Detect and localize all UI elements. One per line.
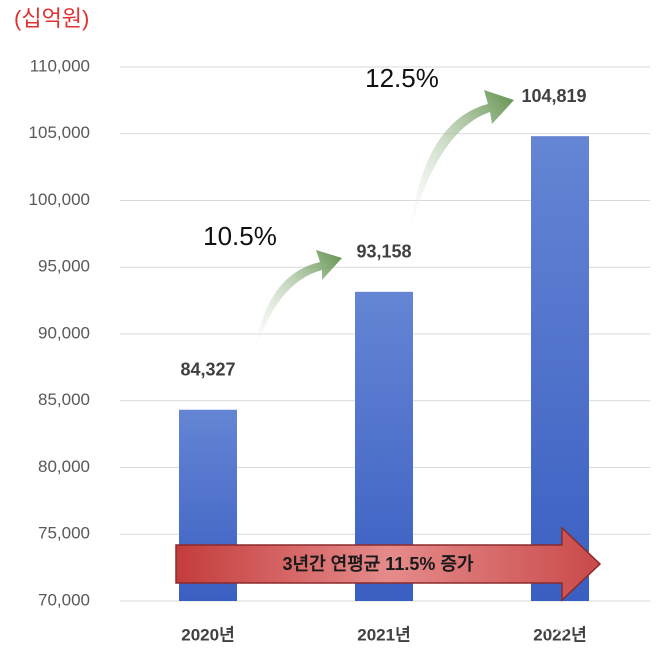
y-tick-label: 75,000	[38, 524, 90, 543]
y-tick-label: 90,000	[38, 323, 90, 342]
x-tick-label: 2021년	[357, 625, 410, 644]
x-tick-label: 2022년	[533, 625, 586, 644]
y-tick-label: 80,000	[38, 457, 90, 476]
growth-arrow	[255, 250, 342, 352]
annotation: 12.5%	[365, 63, 439, 93]
data-label: 93,158	[356, 242, 411, 262]
summary-arrow	[175, 526, 602, 602]
bar	[531, 136, 589, 601]
y-tick-label: 85,000	[38, 390, 90, 409]
x-tick-label: 2020년	[181, 625, 234, 644]
y-tick-label: 70,000	[38, 590, 90, 609]
y-tick-label: 105,000	[29, 123, 90, 142]
data-label: 84,327	[180, 359, 235, 379]
watermark: OTOTV	[519, 610, 601, 637]
y-tick-label: 100,000	[29, 190, 90, 209]
chart-title: (십억원)	[14, 6, 89, 31]
annotation: 10.5%	[203, 221, 277, 251]
y-tick-label: 95,000	[38, 257, 90, 276]
y-tick-label: 110,000	[30, 56, 90, 75]
growth-arrow	[410, 90, 514, 232]
growth-arrows	[255, 90, 514, 352]
data-label: 104,819	[521, 86, 586, 106]
annotation: 3년간 연평균 11.5% 증가	[283, 554, 474, 574]
